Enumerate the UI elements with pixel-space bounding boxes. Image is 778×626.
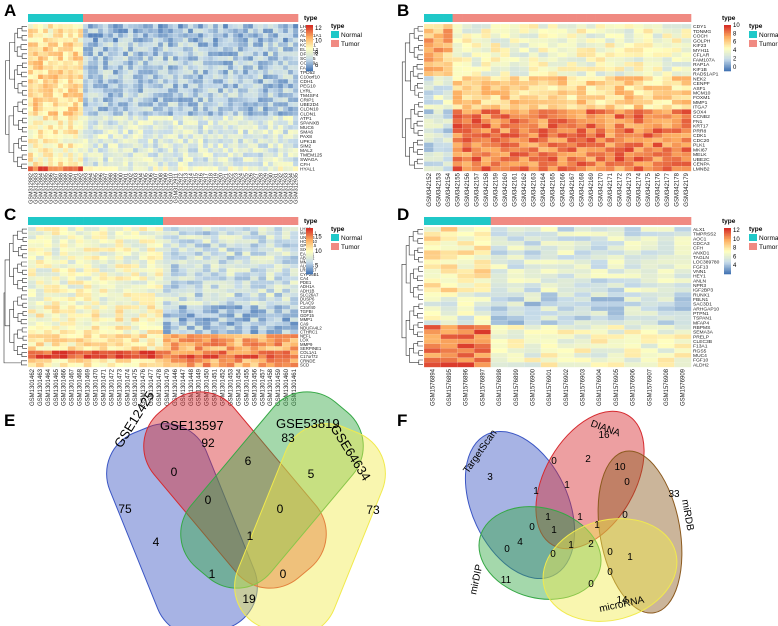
- venn-count: 16: [598, 430, 610, 441]
- type-annotation-cell: [158, 14, 164, 22]
- type-annotation-cell: [108, 14, 114, 22]
- type-annotation-cell: [53, 14, 59, 22]
- venn-count: 1: [551, 525, 557, 536]
- type-annotation-cell: [198, 14, 204, 22]
- venn-count: 0: [550, 549, 556, 560]
- venn-count: 3: [487, 472, 493, 483]
- panel-letter-f: F: [397, 411, 408, 430]
- type-annotation-cell: [283, 14, 289, 22]
- type-annotation-cell: [128, 14, 134, 22]
- venn-count: 0: [607, 547, 613, 558]
- panel-letter-b: B: [397, 1, 410, 20]
- type-annotation-cell: [98, 14, 104, 22]
- type-annotation-cell: [83, 14, 89, 22]
- type-annotation-cell: [78, 14, 84, 22]
- venn-count: 0: [622, 510, 628, 521]
- type-annotation-cell: [68, 14, 74, 22]
- type-annotation-cell: [143, 14, 149, 22]
- type-annotation-cell: [138, 14, 144, 22]
- venn-count: 1: [627, 552, 633, 563]
- type-annotation-cell: [133, 14, 139, 22]
- panel-letter-c: C: [4, 205, 17, 224]
- type-annotation-cell: [48, 14, 54, 22]
- type-annotation-cell: [103, 14, 109, 22]
- type-annotation-cell: [243, 14, 249, 22]
- type-annotation-cell: [233, 14, 239, 22]
- type-annotation-cell: [113, 14, 119, 22]
- type-annotation-cell: [223, 14, 229, 22]
- type-annotation-cell: [273, 14, 279, 22]
- venn-count: 0: [504, 544, 510, 555]
- panel-letter-d: D: [397, 205, 410, 224]
- type-annotation-cell: [193, 14, 199, 22]
- type-annotation-cell: [278, 14, 284, 22]
- venn-count: 1: [545, 512, 551, 523]
- type-annotation-cell: [153, 14, 159, 22]
- venn-count: 4: [517, 537, 523, 548]
- type-annotation-cell: [183, 14, 189, 22]
- venn-count: 1: [568, 540, 574, 551]
- type-annotation-cell: [203, 14, 209, 22]
- type-annotation-cell: [268, 14, 274, 22]
- type-annotation-cell: [148, 14, 154, 22]
- type-annotation-cell: [178, 14, 184, 22]
- venn-count: 0: [607, 567, 613, 578]
- venn-count: 1: [564, 480, 570, 491]
- venn-count: 0: [529, 522, 535, 533]
- venn-count: 0: [551, 456, 557, 467]
- type-annotation-cell: [218, 14, 224, 22]
- type-annotation-cell: [213, 14, 219, 22]
- venn-count: 1: [577, 512, 583, 523]
- venn-count: 2: [588, 539, 594, 550]
- panel-letter-a: A: [4, 1, 17, 20]
- type-annotation-cell: [168, 14, 174, 22]
- type-annotation-cell: [118, 14, 124, 22]
- type-annotation-cell: [28, 14, 34, 22]
- type-annotation-cell: [33, 14, 39, 22]
- type-annotation-cell: [263, 14, 269, 22]
- venn-label-mirdip: mirDIP: [468, 563, 485, 595]
- venn-count: 11: [501, 575, 512, 586]
- venn-count: 1: [533, 486, 539, 497]
- venn-count: 1: [594, 520, 600, 531]
- venn-count: 0: [588, 579, 594, 590]
- venn-count: 0: [624, 477, 630, 488]
- type-annotation-cell: [258, 14, 264, 22]
- type-annotation-cell: [228, 14, 234, 22]
- type-annotation-cell: [93, 14, 99, 22]
- type-annotation-cell: [163, 14, 169, 22]
- type-annotation-cell: [188, 14, 194, 22]
- venn-count: 33: [668, 489, 680, 500]
- venn-count: 14: [616, 595, 628, 606]
- type-annotation-cell: [58, 14, 64, 22]
- type-annotation-cell: [248, 14, 254, 22]
- type-annotation-cell: [88, 14, 94, 22]
- type-annotation-cell: [43, 14, 49, 22]
- type-annotation-cell: [63, 14, 69, 22]
- type-annotation-cell: [173, 14, 179, 22]
- type-annotation-cell: [288, 14, 294, 22]
- type-annotation-cell: [208, 14, 214, 22]
- panel-letter-e: E: [4, 411, 16, 430]
- type-annotation-cell: [253, 14, 259, 22]
- type-annotation-cell: [123, 14, 129, 22]
- venn-count: 10: [614, 462, 626, 473]
- venn-count: 2: [585, 454, 591, 465]
- type-annotation-cell: [238, 14, 244, 22]
- venn-label-mirdb: miRDB: [679, 499, 695, 532]
- type-annotation-cell: [38, 14, 44, 22]
- type-annotation-cell: [73, 14, 79, 22]
- type-annotation-cell: [293, 14, 299, 22]
